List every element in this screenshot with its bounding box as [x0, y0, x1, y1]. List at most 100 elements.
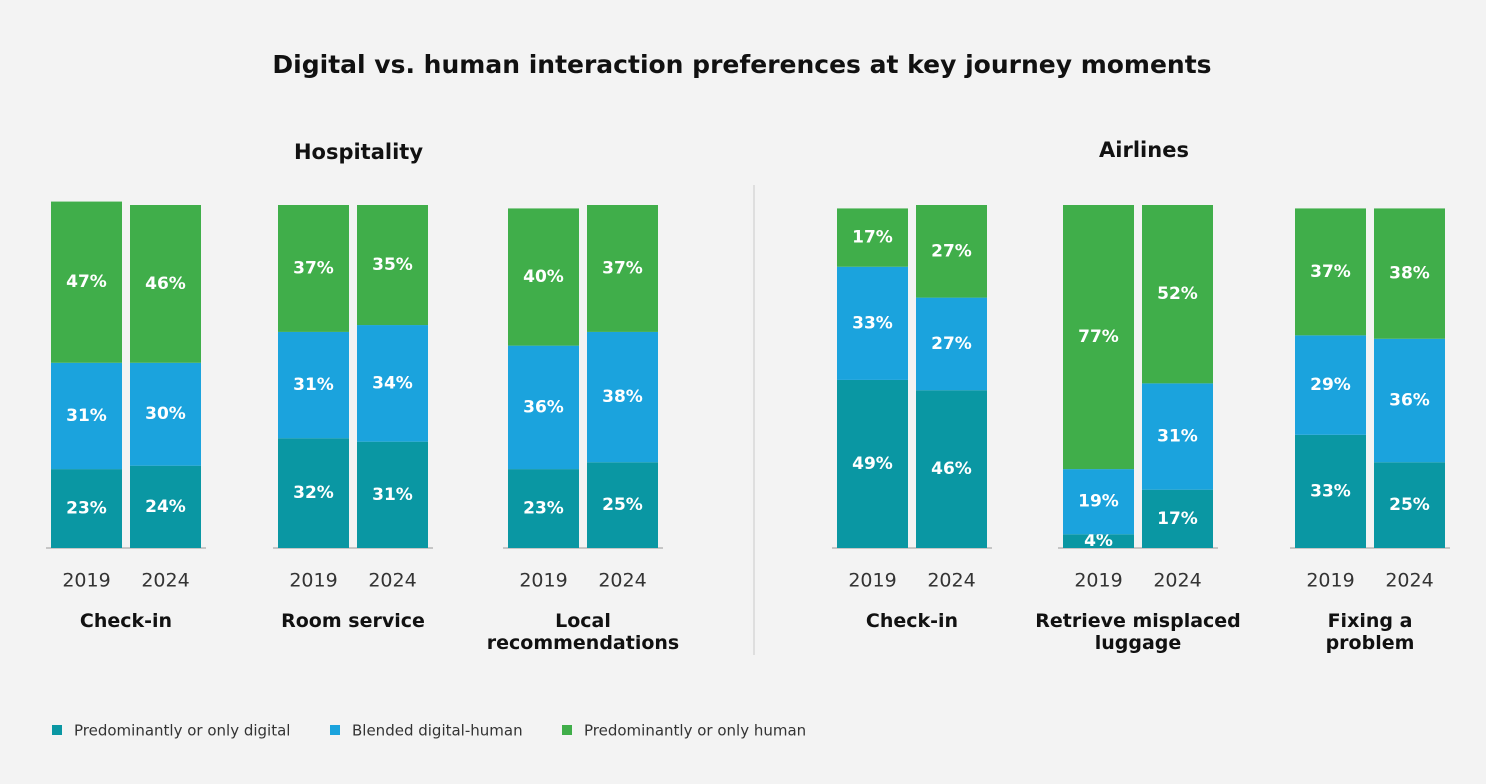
value-label: 38%: [602, 387, 643, 407]
value-label: 33%: [1310, 481, 1351, 501]
bar-segment: [357, 205, 428, 326]
bar-segment: [1295, 434, 1366, 548]
legend-label: Predominantly or only human: [584, 722, 806, 740]
bar-segment: [587, 205, 658, 332]
legend-swatch: [330, 725, 340, 735]
x-tick-label: 2019: [1306, 570, 1354, 592]
bar-segment: [916, 390, 987, 548]
value-label: 31%: [66, 406, 107, 426]
value-label: 25%: [602, 495, 643, 515]
x-tick-label: 2024: [1153, 570, 1201, 592]
x-tick-label: 2019: [1074, 570, 1122, 592]
group-title: Check-in: [865, 610, 959, 632]
value-label: 23%: [66, 499, 107, 519]
chart-title: Digital vs. human interaction preference…: [272, 50, 1211, 79]
bar-segment: [1374, 338, 1445, 463]
value-label: 40%: [523, 267, 564, 287]
bar-segment: [1142, 383, 1213, 490]
bar-segment: [130, 362, 201, 466]
value-label: 27%: [931, 334, 972, 354]
value-label: 4%: [1084, 531, 1113, 551]
value-label: 52%: [1157, 284, 1198, 304]
bar-segment: [508, 345, 579, 470]
x-tick-label: 2024: [368, 570, 416, 592]
value-label: 46%: [931, 459, 972, 479]
bar-segment: [1374, 208, 1445, 339]
group-title: Retrieve misplaced luggage: [1035, 610, 1241, 654]
legend-label: Blended digital-human: [352, 722, 523, 740]
bar-segment: [837, 208, 908, 267]
value-label: 25%: [1389, 495, 1430, 515]
value-label: 17%: [1157, 509, 1198, 529]
x-tick-label: 2019: [62, 570, 110, 592]
bar-segment: [51, 362, 122, 470]
bar-segment: [508, 208, 579, 346]
bar-segment: [1374, 462, 1445, 548]
x-tick-label: 2024: [1385, 570, 1433, 592]
bar-segment: [1063, 205, 1134, 470]
section-title: Hospitality: [294, 140, 423, 164]
value-label: 31%: [1157, 427, 1198, 447]
group-title: Fixing a problem: [1325, 610, 1415, 654]
value-label: 34%: [372, 373, 413, 393]
value-label: 46%: [145, 274, 186, 294]
bar-segment: [587, 331, 658, 463]
bar-segment: [278, 331, 349, 439]
section-title: Airlines: [1099, 138, 1189, 162]
bar-segment: [1295, 208, 1366, 336]
x-tick-label: 2019: [289, 570, 337, 592]
bar-segment: [357, 441, 428, 548]
bar-segment: [508, 469, 579, 548]
bar-segment: [278, 438, 349, 548]
bar-segment: [916, 297, 987, 391]
value-label: 24%: [145, 497, 186, 517]
value-label: 49%: [852, 454, 893, 474]
value-label: 31%: [372, 485, 413, 505]
value-label: 37%: [293, 258, 334, 278]
group-title: Local recommendations: [486, 610, 680, 654]
bar-segment: [51, 469, 122, 548]
bar-segment: [130, 465, 201, 548]
value-label: 33%: [852, 313, 893, 333]
bar-segment: [278, 205, 349, 332]
value-label: 17%: [852, 228, 893, 248]
x-tick-label: 2019: [519, 570, 567, 592]
bar-segment: [1295, 335, 1366, 435]
value-label: 77%: [1078, 327, 1119, 347]
bar-segment: [1063, 469, 1134, 535]
group-title: Room service: [281, 610, 425, 632]
bar-segment: [1063, 534, 1134, 548]
value-label: 37%: [1310, 262, 1351, 282]
bar-segment: [916, 205, 987, 298]
value-label: 35%: [372, 255, 413, 275]
x-tick-label: 2019: [848, 570, 896, 592]
bar-segment: [51, 201, 122, 363]
value-label: 36%: [1389, 391, 1430, 411]
value-label: 19%: [1078, 492, 1119, 512]
x-tick-label: 2024: [927, 570, 975, 592]
bar-segment: [130, 205, 201, 363]
value-label: 32%: [293, 483, 334, 503]
legend-label: Predominantly or only digital: [74, 722, 290, 740]
x-tick-label: 2024: [141, 570, 189, 592]
bar-segment: [357, 325, 428, 442]
legend-swatch: [562, 725, 572, 735]
value-label: 23%: [523, 499, 564, 519]
value-label: 47%: [66, 272, 107, 292]
value-label: 36%: [523, 397, 564, 417]
bar-segment: [837, 379, 908, 548]
x-tick-label: 2024: [598, 570, 646, 592]
value-label: 31%: [293, 375, 334, 395]
value-label: 27%: [931, 241, 972, 261]
value-label: 37%: [602, 258, 643, 278]
value-label: 38%: [1389, 264, 1430, 284]
bar-segment: [1142, 205, 1213, 384]
value-label: 30%: [145, 404, 186, 424]
value-label: 29%: [1310, 375, 1351, 395]
legend-swatch: [52, 725, 62, 735]
bar-segment: [837, 266, 908, 380]
group-title: Check-in: [79, 610, 173, 632]
bar-segment: [1142, 489, 1213, 548]
